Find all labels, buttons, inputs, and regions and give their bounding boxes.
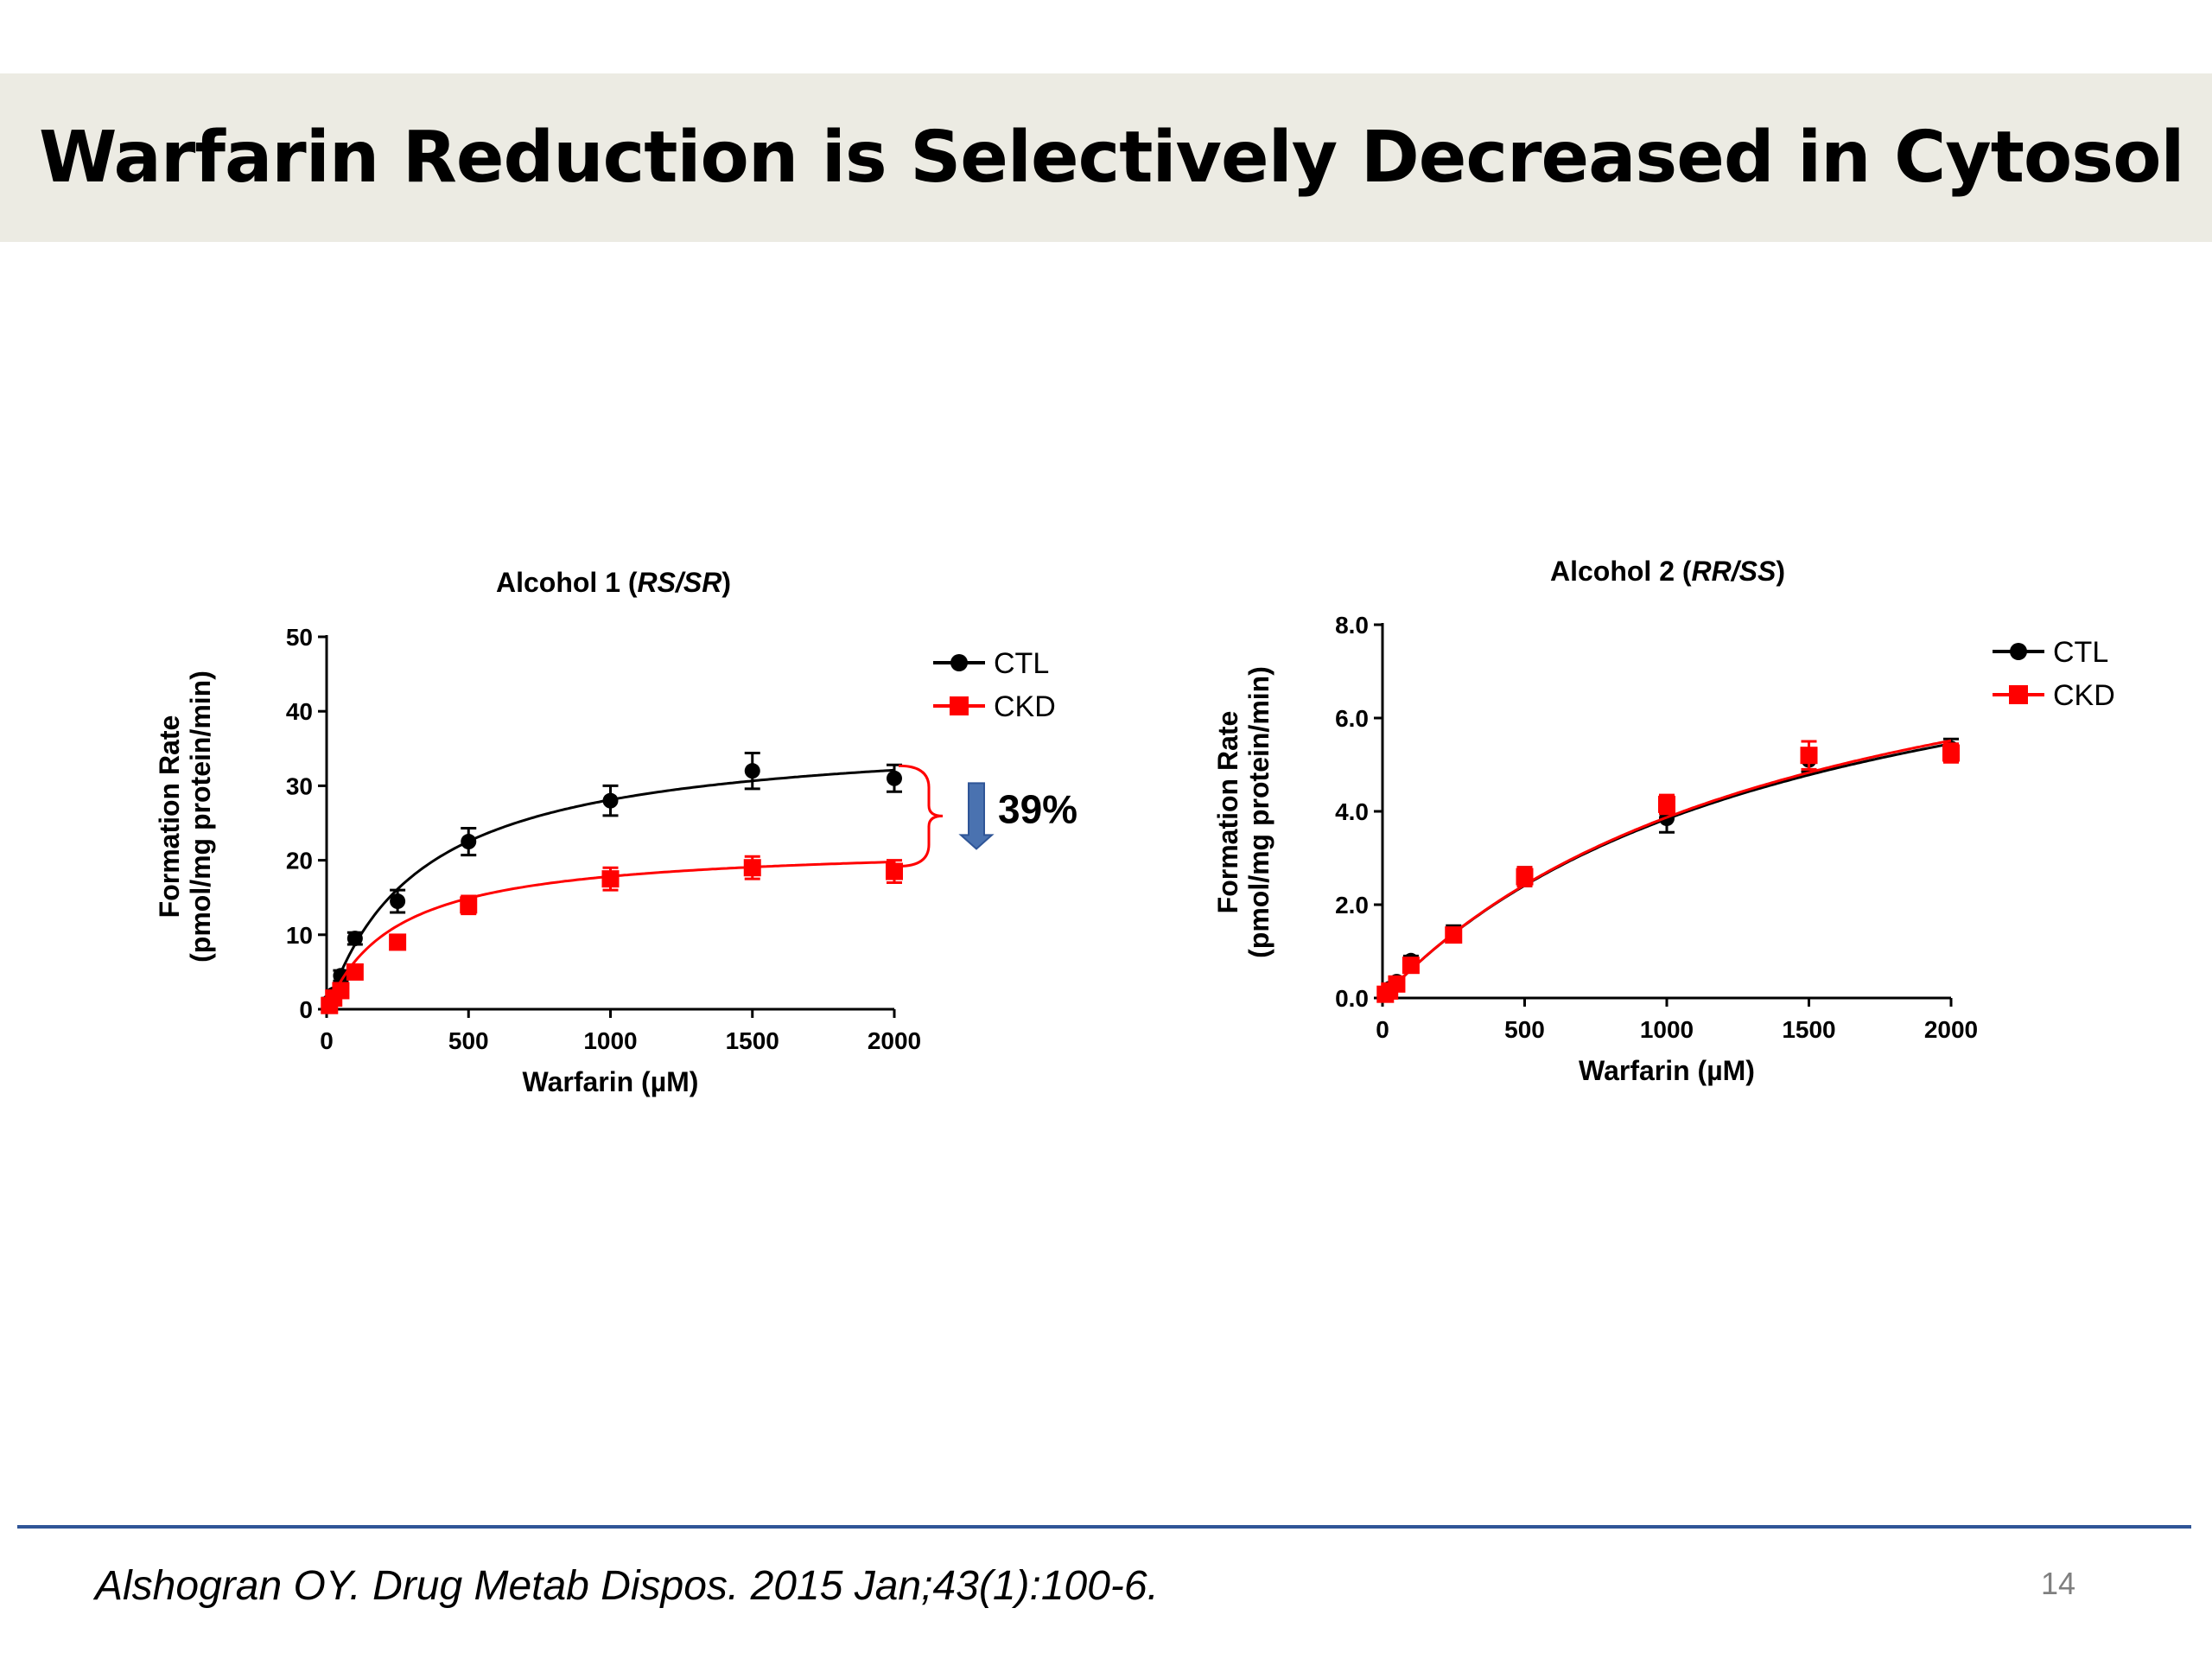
x-axis-title: Warfarin (µM) [523, 1066, 699, 1097]
data-point-ckd [346, 963, 364, 981]
chart-title-main: Alcohol 2 ( [1550, 556, 1692, 587]
legend-marker-ctl [950, 654, 968, 671]
x-tick-label: 2000 [868, 1027, 921, 1054]
down-arrow-icon [958, 782, 995, 850]
data-point-ctl [602, 792, 619, 809]
data-point-ckd [332, 982, 350, 1000]
y-tick-label: 8.0 [1335, 612, 1369, 639]
chart-title-italic: RS/SR [638, 567, 722, 598]
y-axis-title: Formation Rate [1212, 711, 1243, 914]
legend-label-ctl: CTL [2053, 636, 2108, 669]
y-tick-label: 4.0 [1335, 798, 1369, 825]
y-tick-label: 2.0 [1335, 892, 1369, 918]
x-axis-title: Warfarin (µM) [1579, 1055, 1755, 1086]
data-point-ckd [1516, 868, 1534, 886]
slide-title: Warfarin Reduction is Selectively Decrea… [39, 117, 2185, 199]
legend-marker-ctl [2010, 643, 2027, 660]
x-tick-label: 0 [1376, 1016, 1389, 1043]
data-point-ckd [743, 859, 761, 877]
x-tick-label: 500 [1504, 1016, 1545, 1043]
legend-label-ctl: CTL [994, 647, 1049, 680]
data-point-ckd [389, 933, 407, 951]
x-tick-label: 500 [448, 1027, 489, 1054]
legend-marker-ckd [950, 696, 969, 715]
x-tick-label: 1500 [726, 1027, 779, 1054]
reduction-bracket [898, 764, 944, 868]
chart-title-main: Alcohol 1 ( [496, 567, 638, 598]
x-tick-label: 0 [320, 1027, 334, 1054]
data-point-ctl [390, 893, 406, 910]
y-tick-label: 6.0 [1335, 705, 1369, 732]
y-axis-title-units: (pmol/mg protein/min) [1243, 666, 1274, 958]
citation: Alshogran OY. Drug Metab Dispos. 2015 Ja… [95, 1563, 1159, 1609]
legend-label-ckd: CKD [2053, 679, 2115, 712]
data-point-ckd [1800, 747, 1818, 765]
y-tick-label: 20 [286, 848, 313, 874]
data-point-ctl [333, 968, 349, 984]
y-tick-label: 40 [286, 698, 313, 725]
y-tick-label: 30 [286, 772, 313, 799]
data-point-ctl [744, 763, 760, 779]
fit-curve-ckd [1381, 739, 1952, 1000]
data-point-ckd [1658, 795, 1675, 813]
data-point-ctl [346, 931, 363, 947]
data-point-ckd [1388, 975, 1406, 993]
y-tick-label: 50 [286, 624, 313, 651]
footer-rule [17, 1525, 2191, 1529]
reduction-percentage: 39% [998, 786, 1077, 831]
fit-curve-ctl [1381, 742, 1952, 1000]
x-tick-label: 2000 [1924, 1016, 1978, 1043]
y-tick-label: 10 [286, 922, 313, 949]
y-tick-label: 0 [299, 996, 313, 1023]
x-tick-label: 1500 [1782, 1016, 1835, 1043]
data-point-ckd [460, 896, 478, 914]
chart-title-end: ) [1776, 556, 1785, 587]
chart-title-italic: RR/SS [1692, 556, 1777, 587]
page-number: 14 [2041, 1566, 2076, 1601]
title-band: Warfarin Reduction is Selectively Decrea… [0, 73, 2212, 242]
x-tick-label: 1000 [1640, 1016, 1694, 1043]
x-tick-label: 1000 [583, 1027, 637, 1054]
legend-label-ckd: CKD [994, 690, 1056, 723]
chart-title: Alcohol 1 (RS/SR) [496, 567, 731, 598]
data-point-ckd [601, 870, 620, 888]
data-point-ckd [1445, 926, 1463, 944]
data-point-ckd [1942, 744, 1960, 762]
chart-title-end: ) [721, 567, 731, 598]
y-axis-title: Formation Rate [154, 715, 185, 918]
data-point-ckd [1402, 957, 1420, 975]
data-point-ctl [887, 770, 902, 786]
data-point-ctl [461, 834, 477, 850]
legend-marker-ckd [2009, 685, 2028, 704]
y-axis-title-units: (pmol/mg protein/min) [185, 671, 216, 963]
chart-title: Alcohol 2 (RR/SS) [1550, 556, 1785, 587]
y-tick-label: 0.0 [1335, 985, 1369, 1012]
